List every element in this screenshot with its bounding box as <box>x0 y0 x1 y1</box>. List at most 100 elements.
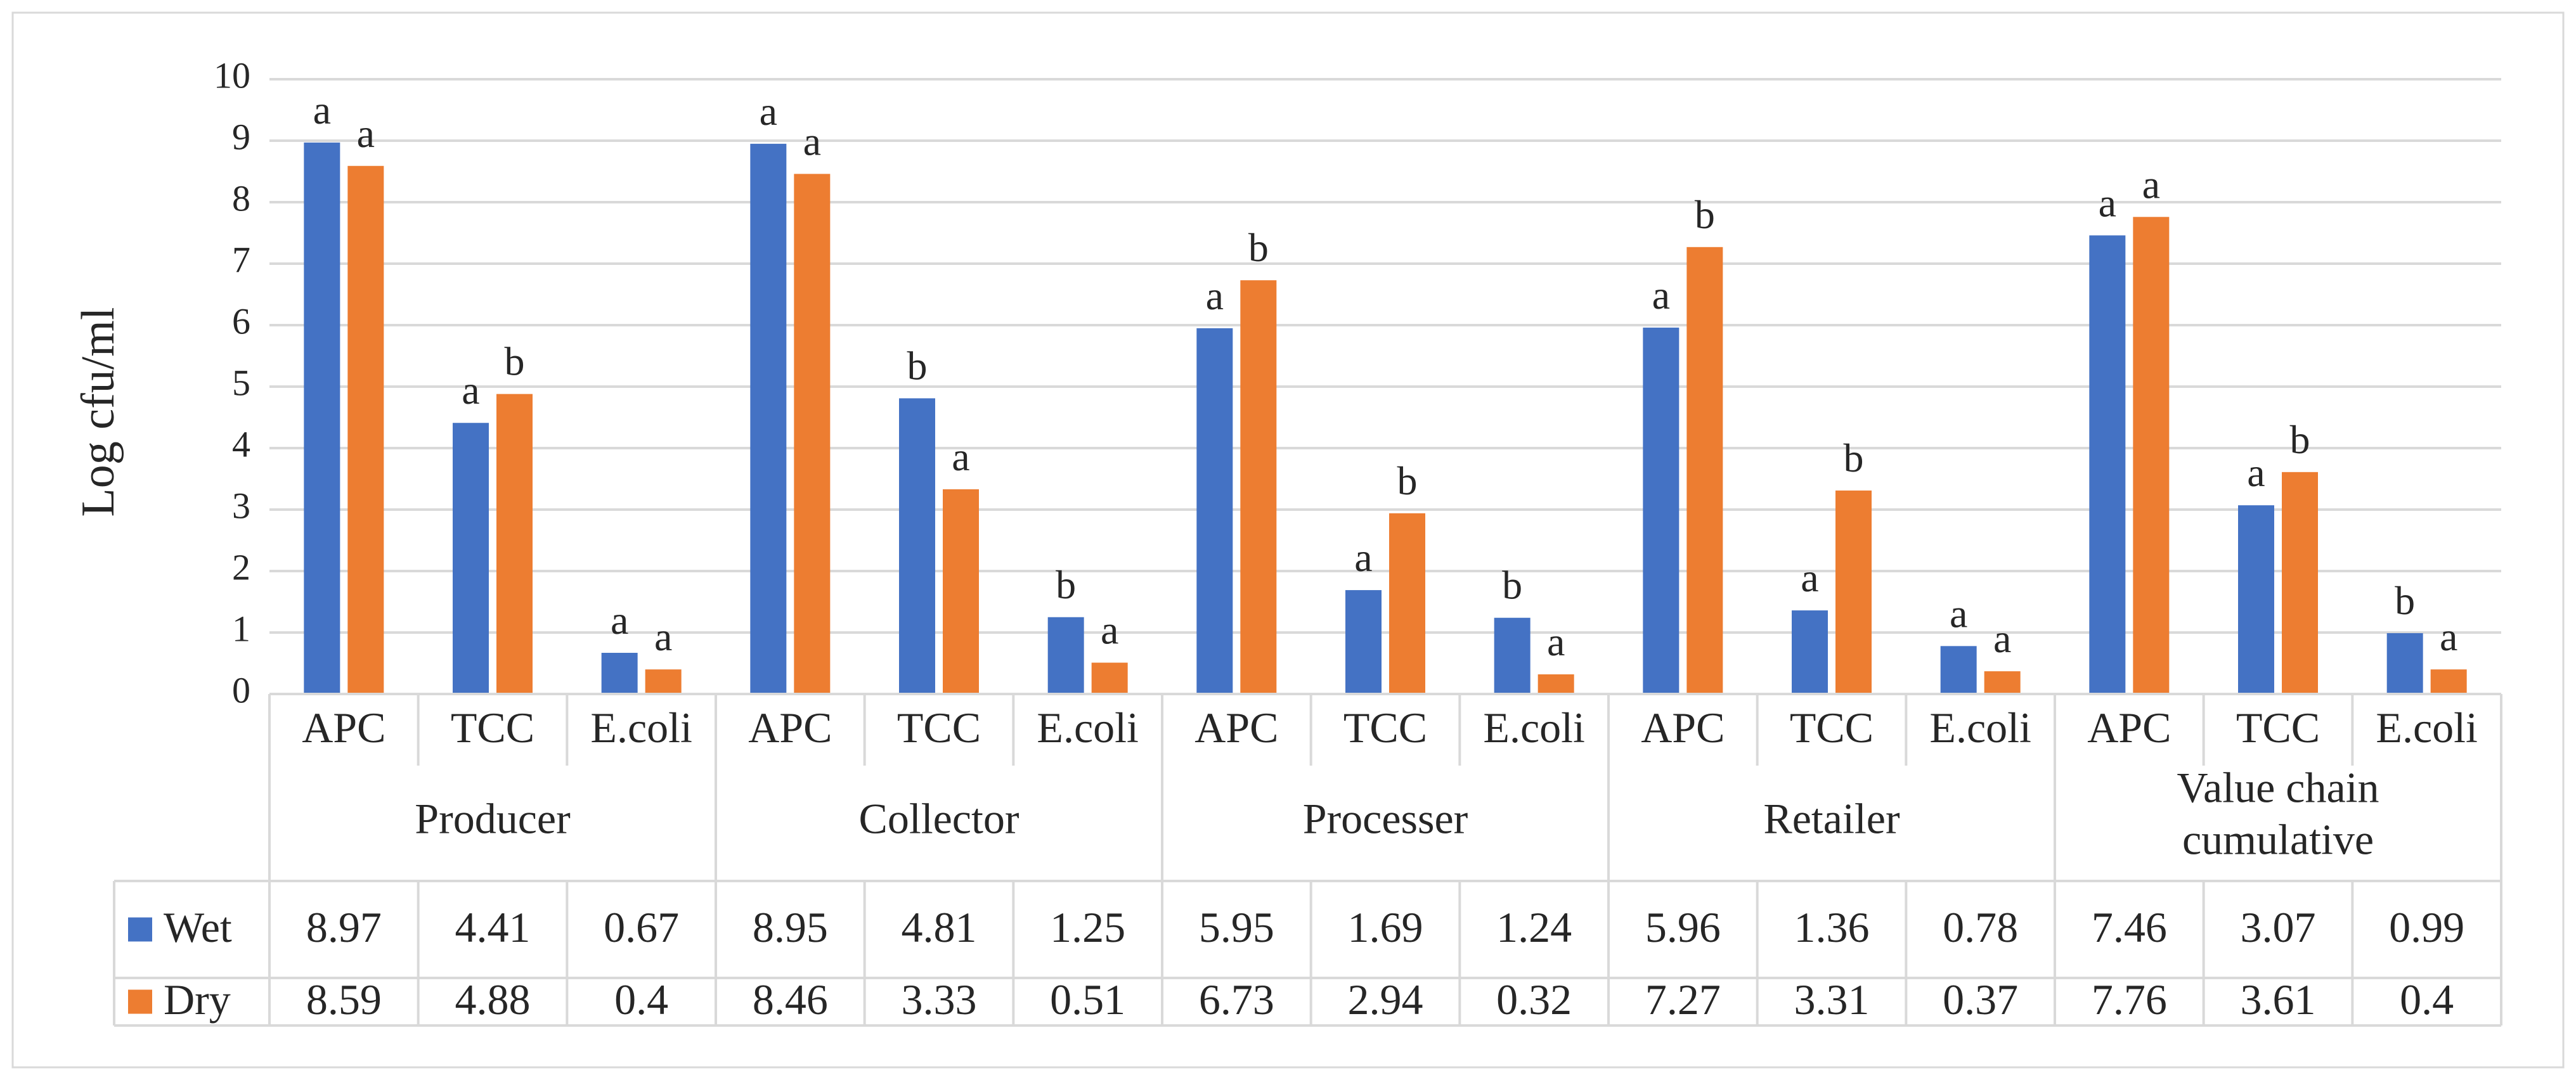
significance-letter: b <box>2290 417 2310 462</box>
table-value: 1.25 <box>1050 903 1125 951</box>
significance-letter: b <box>1844 435 1864 480</box>
bar-wet <box>601 653 638 694</box>
bar-dry <box>2133 217 2170 694</box>
bar-wet <box>1345 590 1382 694</box>
table-value: 3.07 <box>2241 903 2316 951</box>
bar-wet <box>1792 610 1828 694</box>
category-label: TCC <box>1343 704 1427 752</box>
group-label: Collector <box>858 795 1019 843</box>
significance-letter: a <box>1950 591 1967 636</box>
bar-dry <box>2282 472 2318 694</box>
bar-dry <box>2430 669 2467 694</box>
bar-wet <box>2238 505 2274 694</box>
bar-wet <box>1196 328 1233 694</box>
significance-letter: b <box>1056 562 1076 607</box>
bar-wet <box>1047 617 1084 694</box>
y-tick-label: 3 <box>232 485 250 526</box>
category-label: TCC <box>897 704 981 752</box>
group-label: Processer <box>1303 795 1468 843</box>
category-label: E.coli <box>1483 704 1585 752</box>
table-value: 8.97 <box>306 903 382 951</box>
bar-wet <box>1494 617 1531 694</box>
bars <box>304 142 2467 695</box>
group-label: Producer <box>415 795 571 843</box>
bar-dry <box>1537 674 1574 694</box>
significance-letter: b <box>907 343 928 388</box>
significance-letter: a <box>2440 614 2457 659</box>
table-value: 8.46 <box>753 975 828 1024</box>
significance-letter: a <box>357 111 375 156</box>
significance-letter: a <box>611 598 628 643</box>
gridlines <box>269 78 2501 695</box>
category-label: APC <box>1194 704 1278 752</box>
legend-swatch-wet <box>128 917 152 942</box>
bar-dry <box>1389 513 1425 694</box>
table-value: 4.41 <box>455 903 531 951</box>
chart-border <box>11 11 2565 1069</box>
category-label: APC <box>1641 704 1725 752</box>
bar-dry <box>943 489 979 694</box>
table-value: 3.61 <box>2241 975 2316 1024</box>
bar-dry <box>645 669 682 694</box>
group-label: Value chain <box>2177 764 2379 812</box>
category-label: E.coli <box>1929 704 2031 752</box>
bar-dry <box>1686 247 1723 694</box>
category-label: APC <box>748 704 832 752</box>
table-value: 8.95 <box>753 903 828 951</box>
table-value: 0.4 <box>614 975 668 1024</box>
significance-letter: a <box>1101 608 1118 653</box>
table-value: 0.4 <box>2400 975 2454 1024</box>
group-label: cumulative <box>2182 816 2374 864</box>
significance-letter: a <box>313 87 331 132</box>
y-tick-label: 0 <box>232 669 250 710</box>
bar-dry <box>347 165 384 694</box>
table-value: 7.27 <box>1645 975 1721 1024</box>
y-axis: 0 1 2 3 4 5 6 7 8 9 10 <box>214 55 250 710</box>
category-label: APC <box>2087 704 2171 752</box>
category-label: TCC <box>451 704 534 752</box>
table-value: 0.51 <box>1050 975 1125 1024</box>
bar-dry <box>794 174 831 694</box>
table-value: 5.96 <box>1645 903 1721 951</box>
table-value: 2.94 <box>1348 975 1423 1024</box>
significance-letter: a <box>1547 619 1565 664</box>
significance-letter: b <box>505 339 525 384</box>
y-tick-label: 4 <box>232 423 250 465</box>
bar-dry <box>496 394 533 694</box>
y-tick-label: 7 <box>232 239 250 280</box>
bar-wet <box>453 423 489 694</box>
significance-letter: b <box>1502 563 1522 608</box>
y-tick-label: 2 <box>232 546 250 588</box>
table-value: 0.67 <box>604 903 679 951</box>
significance-letter: a <box>1354 535 1372 580</box>
table-value: 7.76 <box>2092 975 2167 1024</box>
bar-dry <box>1240 280 1277 694</box>
bar-wet <box>750 143 787 695</box>
bar-wet <box>899 398 935 694</box>
significance-letter: b <box>1695 192 1715 237</box>
table-value: 6.73 <box>1199 975 1274 1024</box>
legend-label-wet: Wet <box>164 903 232 951</box>
y-tick-label: 10 <box>214 55 250 96</box>
category-label: TCC <box>1790 704 1874 752</box>
significance-letter: a <box>760 89 777 134</box>
bar-wet <box>2089 235 2126 694</box>
significance-letter: b <box>2395 578 2415 623</box>
significance-letter: b <box>1397 458 1418 503</box>
significance-letter: a <box>2099 180 2116 225</box>
significance-letter: a <box>2142 162 2160 207</box>
bar-dry <box>1984 671 2021 694</box>
bar-wet <box>1940 646 1977 694</box>
table-value: 1.69 <box>1348 903 1423 951</box>
table-value: 1.36 <box>1794 903 1870 951</box>
table-value: 4.81 <box>902 903 977 951</box>
table-value: 0.32 <box>1496 975 1572 1024</box>
category-label: TCC <box>2236 704 2320 752</box>
legend-label-dry: Dry <box>164 975 231 1024</box>
bar-wet <box>2386 633 2423 694</box>
significance-letter: a <box>462 368 479 413</box>
table-value: 7.46 <box>2092 903 2167 951</box>
table-value: 3.33 <box>902 975 977 1024</box>
